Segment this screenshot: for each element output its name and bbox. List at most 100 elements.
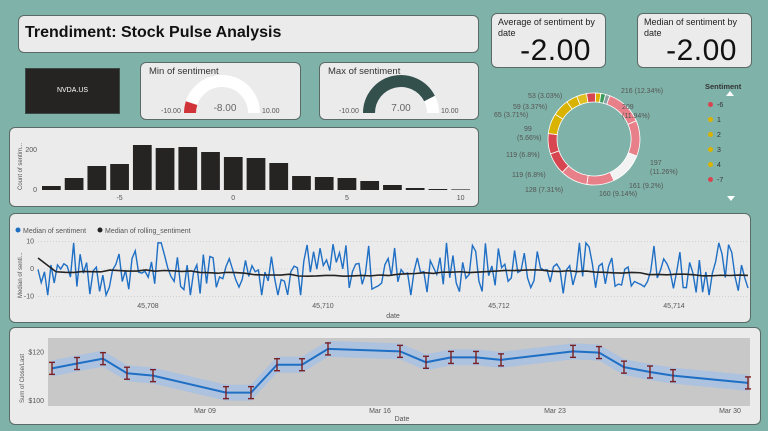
histogram-bar[interactable] — [42, 186, 61, 190]
donut-slice[interactable] — [627, 120, 641, 157]
histogram-bar[interactable] — [360, 181, 380, 190]
legend-title: Sentiment — [705, 82, 742, 91]
line1-xtick: 45,708 — [137, 303, 159, 310]
histogram-bar[interactable] — [178, 147, 198, 190]
donut-label-1: 209 — [622, 104, 634, 111]
rolling-sentiment-line[interactable] — [37, 257, 749, 278]
histogram-bar[interactable] — [246, 158, 266, 190]
histogram-bar[interactable] — [87, 166, 107, 190]
donut-slice[interactable] — [547, 133, 560, 155]
histogram-bar[interactable] — [314, 177, 334, 190]
histogram-bar[interactable] — [405, 188, 425, 190]
donut-panel: 216 (12.34%) 209 (11.94%) 197 (11.26%) 1… — [490, 82, 760, 207]
gauge-min-max: 10.00 — [262, 108, 280, 115]
legend-item[interactable]: -6 — [708, 102, 723, 109]
donut-label-7: 128 (7.31%) — [525, 187, 563, 194]
gauge-min-min: -10.00 — [161, 108, 181, 115]
ticker-tile[interactable]: NVDA.US — [25, 68, 120, 114]
line1-xtick: 45,712 — [488, 303, 510, 310]
line1-ytick: -10 — [24, 294, 34, 301]
line2-xtick: Mar 16 — [369, 408, 391, 415]
gauge-min-label: Min of sentiment — [149, 66, 219, 77]
legend-item[interactable]: -7 — [708, 177, 723, 184]
line1-ylabel: Median of senti... — [18, 252, 24, 298]
legend-dot — [708, 102, 713, 107]
legend-label: -7 — [717, 177, 724, 184]
gauge-max-svg: -10.00 10.00 7.00 — [339, 75, 459, 115]
legend-median-sentiment: Median of sentiment — [23, 228, 86, 235]
line2-ytick: $120 — [28, 350, 44, 357]
line1-xtick: 45,714 — [663, 303, 685, 310]
gauge-max-fill — [363, 75, 435, 114]
donut-label-12: 65 (3.71%) — [494, 112, 528, 119]
histogram-bar[interactable] — [201, 152, 220, 190]
sentiment-line-chart: Median of sentiment Median of rolling_se… — [15, 227, 749, 320]
legend-down-arrow[interactable] — [727, 196, 735, 201]
gauge-min-fill — [184, 101, 198, 114]
gauge-max-min: -10.00 — [339, 108, 359, 115]
donut-slice[interactable] — [602, 94, 611, 105]
donut-slice[interactable] — [586, 92, 597, 103]
donut-legend: Sentiment -6 1 2 3 4 -7 — [700, 82, 760, 207]
kpi-median-card: Median of sentiment by date -2.00 — [637, 13, 752, 68]
ticker-label: NVDA.US — [56, 87, 89, 94]
donut-label-2: (11.94%) — [622, 113, 650, 120]
histogram-bar[interactable] — [383, 185, 402, 190]
donut-slice[interactable] — [586, 171, 615, 186]
donut-chart: 216 (12.34%) 209 (11.94%) 197 (11.26%) 1… — [494, 88, 678, 198]
line2-xtick: Mar 09 — [194, 408, 216, 415]
gauge-max-label: Max of sentiment — [328, 66, 401, 77]
legend-label: 3 — [717, 147, 721, 154]
median-sentiment-line[interactable] — [37, 241, 749, 298]
histogram-bar[interactable] — [337, 178, 357, 190]
gauge-max-value: 7.00 — [391, 103, 411, 114]
line2-xtick: Mar 23 — [544, 408, 566, 415]
histogram-bar[interactable] — [223, 157, 243, 190]
legend-dot — [708, 117, 713, 122]
histogram-bar[interactable] — [155, 148, 175, 190]
histogram-bar[interactable] — [451, 189, 470, 190]
legend-rolling-sentiment: Median of rolling_sentiment — [105, 228, 191, 235]
legend-dot — [708, 162, 713, 167]
histogram-xtick: 10 — [457, 195, 465, 202]
close-line-card: Sum of Close/Last Date $120 $100 Mar 09 Mar… — [9, 327, 761, 425]
legend-label: 2 — [717, 132, 721, 139]
gauge-min-value: -8.00 — [214, 103, 237, 114]
donut-label-3: 197 — [650, 160, 662, 167]
legend-label: -6 — [717, 102, 724, 109]
histogram-bar[interactable] — [292, 176, 311, 190]
gauge-max-max: 10.00 — [441, 108, 459, 115]
legend-dot — [708, 132, 713, 137]
kpi-average-card: Average of sentiment by date -2.00 — [491, 13, 606, 68]
legend-item[interactable]: 2 — [708, 132, 721, 139]
line1-xlabel: date — [386, 313, 400, 320]
legend-item[interactable]: 3 — [708, 147, 721, 154]
donut-label-13: 59 (3.37%) — [513, 104, 547, 111]
line2-xlabel: Date — [395, 416, 410, 423]
line1-ytick: 10 — [26, 239, 34, 246]
histogram-bar[interactable] — [428, 189, 448, 190]
line1-xtick: 45,710 — [312, 303, 334, 310]
legend-label: 4 — [717, 162, 721, 169]
donut-label-4: (11.26%) — [650, 169, 678, 176]
histogram-bar[interactable] — [110, 164, 129, 190]
histogram-ytick: 0 — [33, 187, 37, 194]
donut-label-8: 119 (6.8%) — [512, 172, 546, 179]
donut-label-5: 161 (9.2%) — [629, 183, 663, 190]
gauge-max-card: Max of sentiment -10.00 10.00 7.00 — [319, 62, 479, 120]
line2-ylabel: Sum of Close/Last — [20, 354, 26, 403]
legend-dot — [708, 177, 713, 182]
donut-slice[interactable] — [609, 152, 638, 181]
histogram-bar[interactable] — [64, 178, 84, 190]
legend-item[interactable]: 4 — [708, 162, 721, 169]
histogram-bar[interactable] — [132, 145, 152, 190]
legend-up-arrow[interactable] — [726, 91, 734, 96]
line2-ytick: $100 — [28, 398, 44, 405]
gauge-min-svg: -10.00 10.00 -8.00 — [161, 75, 280, 115]
kpi-median-value: -2.00 — [666, 34, 737, 67]
legend-item[interactable]: 1 — [708, 117, 721, 124]
histogram-bar[interactable] — [269, 163, 289, 190]
donut-label-11: (5.66%) — [517, 135, 542, 142]
donut-slice[interactable] — [549, 150, 570, 173]
gauge-min-card: Min of sentiment -10.00 10.00 -8.00 — [140, 62, 301, 120]
